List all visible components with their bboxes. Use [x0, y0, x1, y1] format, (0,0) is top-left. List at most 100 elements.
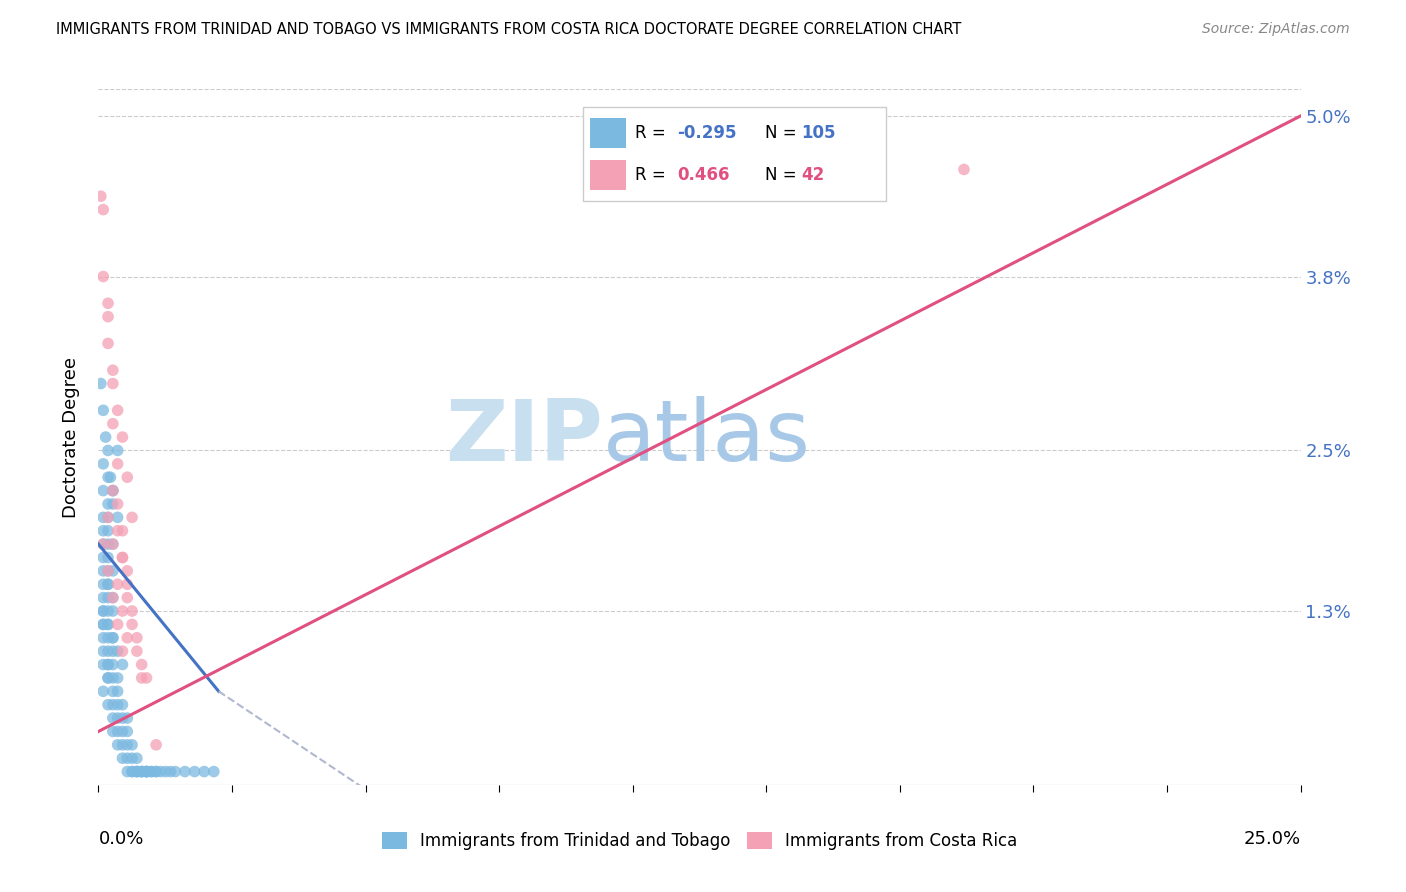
- Point: [90, 376, 112, 391]
- Point: [91, 269, 114, 284]
- Point: [125, 751, 148, 765]
- Point: [135, 671, 157, 685]
- Point: [111, 657, 134, 672]
- Point: [91, 403, 114, 417]
- Point: [101, 631, 124, 645]
- Point: [117, 764, 139, 779]
- Point: [91, 510, 114, 524]
- Point: [91, 564, 114, 578]
- Text: 0.0%: 0.0%: [98, 830, 143, 848]
- Point: [97, 698, 120, 712]
- Point: [107, 644, 129, 658]
- Point: [97, 537, 120, 551]
- Point: [149, 764, 172, 779]
- Point: [117, 751, 139, 765]
- Point: [91, 617, 114, 632]
- Point: [97, 657, 120, 672]
- Point: [117, 470, 139, 484]
- Point: [121, 764, 143, 779]
- Point: [125, 644, 148, 658]
- Point: [91, 604, 114, 618]
- Point: [107, 403, 129, 417]
- Point: [101, 363, 124, 377]
- Point: [97, 524, 120, 538]
- Point: [131, 764, 153, 779]
- Point: [101, 591, 124, 605]
- Text: atlas: atlas: [603, 395, 811, 479]
- Point: [101, 483, 124, 498]
- Point: [101, 564, 124, 578]
- Point: [141, 764, 163, 779]
- Point: [117, 724, 139, 739]
- Y-axis label: Doctorate Degree: Doctorate Degree: [62, 357, 80, 517]
- Point: [117, 591, 139, 605]
- Point: [174, 764, 197, 779]
- Point: [91, 483, 114, 498]
- Point: [121, 510, 143, 524]
- Point: [125, 764, 148, 779]
- Point: [97, 617, 120, 632]
- Point: [97, 644, 120, 658]
- Point: [97, 591, 120, 605]
- Point: [97, 510, 120, 524]
- Point: [97, 310, 120, 324]
- Point: [97, 550, 120, 565]
- Point: [91, 537, 114, 551]
- Text: Source: ZipAtlas.com: Source: ZipAtlas.com: [1202, 22, 1350, 37]
- Point: [193, 764, 215, 779]
- FancyBboxPatch shape: [589, 119, 626, 148]
- Point: [111, 644, 134, 658]
- Text: -0.295: -0.295: [678, 124, 737, 142]
- Point: [101, 537, 124, 551]
- Point: [107, 617, 129, 632]
- Text: 25.0%: 25.0%: [1243, 830, 1301, 848]
- Point: [91, 644, 114, 658]
- Point: [91, 524, 114, 538]
- FancyBboxPatch shape: [589, 161, 626, 190]
- FancyBboxPatch shape: [583, 107, 886, 201]
- Point: [145, 764, 167, 779]
- Point: [101, 417, 124, 431]
- Point: [97, 510, 120, 524]
- Point: [117, 738, 139, 752]
- Point: [121, 751, 143, 765]
- Point: [101, 537, 124, 551]
- Point: [97, 671, 120, 685]
- Point: [97, 577, 120, 591]
- Point: [91, 631, 114, 645]
- Point: [101, 657, 124, 672]
- Point: [101, 604, 124, 618]
- Point: [97, 564, 120, 578]
- Text: N =: N =: [765, 167, 801, 185]
- Point: [97, 564, 120, 578]
- Point: [131, 764, 153, 779]
- Text: 105: 105: [801, 124, 835, 142]
- Point: [91, 684, 114, 698]
- Point: [107, 738, 129, 752]
- Point: [111, 550, 134, 565]
- Point: [135, 764, 157, 779]
- Point: [101, 711, 124, 725]
- Point: [101, 631, 124, 645]
- Point: [107, 443, 129, 458]
- Point: [111, 550, 134, 565]
- Point: [111, 698, 134, 712]
- Point: [91, 202, 114, 217]
- Point: [135, 764, 157, 779]
- Point: [101, 376, 124, 391]
- Point: [97, 671, 120, 685]
- Point: [121, 604, 143, 618]
- Point: [107, 497, 129, 511]
- Text: ZIP: ZIP: [446, 395, 603, 479]
- Point: [125, 631, 148, 645]
- Point: [107, 457, 129, 471]
- Point: [91, 457, 114, 471]
- Point: [202, 764, 225, 779]
- Point: [107, 724, 129, 739]
- Point: [159, 764, 181, 779]
- Point: [121, 617, 143, 632]
- Point: [101, 497, 124, 511]
- Point: [97, 497, 120, 511]
- Legend: Immigrants from Trinidad and Tobago, Immigrants from Costa Rica: Immigrants from Trinidad and Tobago, Imm…: [375, 825, 1024, 856]
- Text: N =: N =: [765, 124, 801, 142]
